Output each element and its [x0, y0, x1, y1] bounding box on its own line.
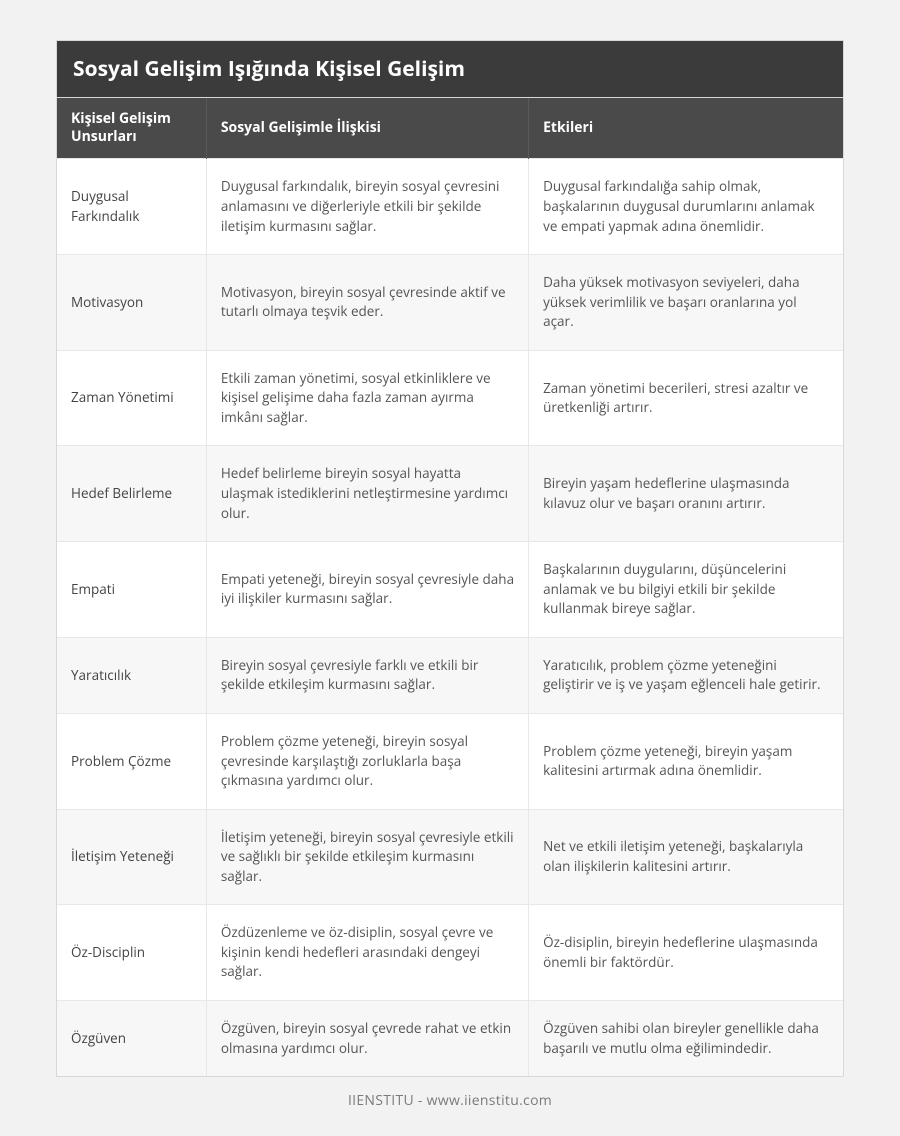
table-row: İletişim Yeteneğiİletişim yeteneği, bire…	[57, 809, 843, 905]
table-cell: Motivasyon, bireyin sosyal çevresinde ak…	[206, 255, 528, 351]
table-cell: Zaman Yönetimi	[57, 350, 206, 446]
table-cell: Duygusal farkındalığa sahip olmak, başka…	[529, 159, 843, 255]
table-cell: Özdüzenleme ve öz-disiplin, sosyal çevre…	[206, 905, 528, 1001]
table-cell: İletişim Yeteneği	[57, 809, 206, 905]
table-cell: Motivasyon	[57, 255, 206, 351]
table-cell: Bireyin sosyal çevresiyle farklı ve etki…	[206, 637, 528, 713]
column-header: Kişisel Gelişim Unsurları	[57, 98, 206, 159]
table-title: Sosyal Gelişim Işığında Kişisel Gelişim	[57, 41, 843, 98]
table-cell: Özgüven, bireyin sosyal çevrede rahat ve…	[206, 1001, 528, 1077]
table-cell: Başkalarının duygularını, düşüncelerini …	[529, 542, 843, 638]
table-row: Öz-DisciplinÖzdüzenleme ve öz-disiplin, …	[57, 905, 843, 1001]
table-head: Kişisel Gelişim UnsurlarıSosyal Gelişiml…	[57, 98, 843, 159]
table-cell: Empati	[57, 542, 206, 638]
table-cell: Empati yeteneği, bireyin sosyal çevresiy…	[206, 542, 528, 638]
table-body: Duygusal FarkındalıkDuygusal farkındalık…	[57, 159, 843, 1076]
table-cell: Etkili zaman yönetimi, sosyal etkinlikle…	[206, 350, 528, 446]
header-row: Kişisel Gelişim UnsurlarıSosyal Gelişiml…	[57, 98, 843, 159]
table-row: Zaman YönetimiEtkili zaman yönetimi, sos…	[57, 350, 843, 446]
table-row: Hedef BelirlemeHedef belirleme bireyin s…	[57, 446, 843, 542]
data-table: Kişisel Gelişim UnsurlarıSosyal Gelişiml…	[57, 98, 843, 1076]
table-row: ÖzgüvenÖzgüven, bireyin sosyal çevrede r…	[57, 1001, 843, 1077]
column-header: Etkileri	[529, 98, 843, 159]
table-cell: Duygusal Farkındalık	[57, 159, 206, 255]
table-wrapper: Sosyal Gelişim Işığında Kişisel Gelişim …	[56, 40, 844, 1077]
table-cell: Daha yüksek motivasyon seviyeleri, daha …	[529, 255, 843, 351]
table-row: Problem ÇözmeProblem çözme yeteneği, bir…	[57, 713, 843, 809]
table-cell: İletişim yeteneği, bireyin sosyal çevres…	[206, 809, 528, 905]
table-cell: Hedef Belirleme	[57, 446, 206, 542]
table-cell: Yaratıcılık, problem çözme yeteneğini ge…	[529, 637, 843, 713]
table-cell: Net ve etkili iletişim yeteneği, başkala…	[529, 809, 843, 905]
table-cell: Öz-disiplin, bireyin hedeflerine ulaşmas…	[529, 905, 843, 1001]
table-cell: Problem çözme yeteneği, bireyin yaşam ka…	[529, 713, 843, 809]
table-cell: Zaman yönetimi becerileri, stresi azaltı…	[529, 350, 843, 446]
table-cell: Öz-Disciplin	[57, 905, 206, 1001]
table-row: Duygusal FarkındalıkDuygusal farkındalık…	[57, 159, 843, 255]
table-row: EmpatiEmpati yeteneği, bireyin sosyal çe…	[57, 542, 843, 638]
table-cell: Özgüven	[57, 1001, 206, 1077]
table-row: MotivasyonMotivasyon, bireyin sosyal çev…	[57, 255, 843, 351]
table-cell: Bireyin yaşam hedeflerine ulaşmasında kı…	[529, 446, 843, 542]
table-cell: Yaratıcılık	[57, 637, 206, 713]
table-cell: Problem çözme yeteneği, bireyin sosyal ç…	[206, 713, 528, 809]
table-cell: Problem Çözme	[57, 713, 206, 809]
table-row: YaratıcılıkBireyin sosyal çevresiyle far…	[57, 637, 843, 713]
table-cell: Özgüven sahibi olan bireyler genellikle …	[529, 1001, 843, 1077]
footer-text: IIENSTITU - www.iienstitu.com	[56, 1091, 844, 1110]
column-header: Sosyal Gelişimle İlişkisi	[206, 98, 528, 159]
table-cell: Duygusal farkındalık, bireyin sosyal çev…	[206, 159, 528, 255]
table-cell: Hedef belirleme bireyin sosyal hayatta u…	[206, 446, 528, 542]
